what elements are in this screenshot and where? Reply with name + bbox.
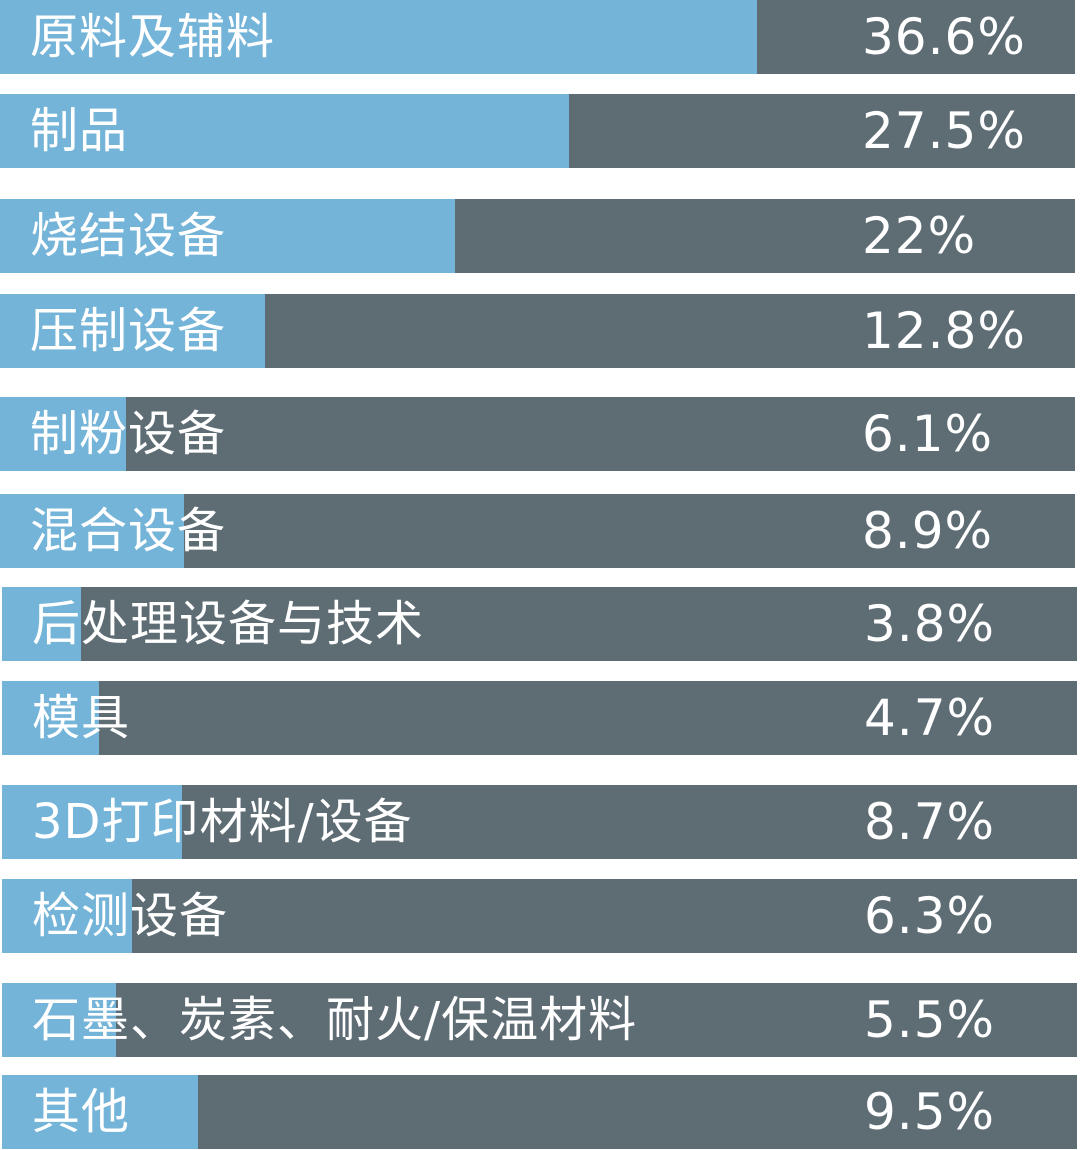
bar-category-label: 3D打印材料/设备 [32,794,413,850]
bar-fill [2,983,116,1057]
bar-category-label: 其他 [32,1084,131,1140]
bar-fill [2,1075,198,1149]
bar-fill [2,587,81,661]
bar-fill [0,294,265,368]
bar-row: 烧结设备 22% [0,199,1075,273]
bar-value-label: 9.5% [864,1083,996,1141]
bar-value-label: 8.7% [864,793,996,851]
bar-category-label: 检测设备 [32,888,229,944]
bar-row: 制粉设备 6.1% [0,397,1075,471]
bar-category-label: 模具 [32,690,131,746]
bar-value-label: 27.5% [862,102,1026,160]
bar-fill [2,681,99,755]
bar-row: 混合设备 8.9% [0,494,1075,568]
bar-value-label: 3.8% [864,595,996,653]
bar-value-label: 8.9% [862,502,994,560]
bar-fill [0,199,455,273]
bar-fill [2,785,182,859]
bar-value-label: 6.3% [864,887,996,945]
bar-category-label: 后处理设备与技术 [32,596,425,652]
bar-value-label: 4.7% [864,689,996,747]
bar-row: 其他 9.5% [2,1075,1077,1149]
bar-fill [0,397,126,471]
bar-value-label: 6.1% [862,405,994,463]
bar-category-label: 混合设备 [30,503,227,559]
bar-category-label: 石墨、炭素、耐火/保温材料 [32,992,638,1048]
bar-category-label: 压制设备 [30,303,227,359]
bar-value-label: 36.6% [862,8,1026,66]
bar-value-label: 5.5% [864,991,996,1049]
bar-row: 后处理设备与技术 3.8% [2,587,1077,661]
bar-fill [0,494,184,568]
bar-category-label: 原料及辅料 [30,9,276,65]
bar-row: 压制设备 12.8% [0,294,1075,368]
bar-row: 制品 27.5% [0,94,1075,168]
bar-fill [2,879,132,953]
bar-category-label: 制品 [30,103,129,159]
bar-row: 原料及辅料 36.6% [0,0,1075,74]
bar-fill [0,0,757,74]
bar-row: 模具 4.7% [2,681,1077,755]
bar-row: 3D打印材料/设备 8.7% [2,785,1077,859]
bar-fill [0,94,569,168]
bar-category-label: 制粉设备 [30,406,227,462]
bar-value-label: 22% [862,207,977,265]
bar-category-label: 烧结设备 [30,208,227,264]
bar-row: 检测设备 6.3% [2,879,1077,953]
bar-value-label: 12.8% [862,302,1026,360]
bar-row: 石墨、炭素、耐火/保温材料 5.5% [2,983,1077,1057]
